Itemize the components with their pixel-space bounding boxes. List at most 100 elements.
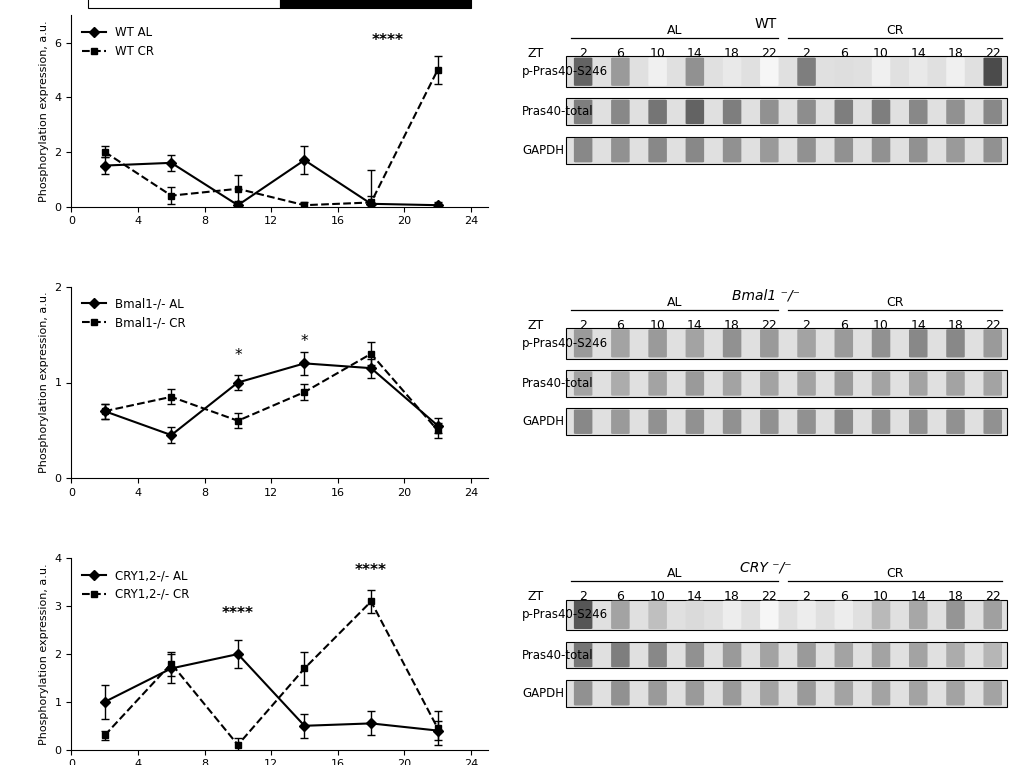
FancyBboxPatch shape [871, 99, 890, 124]
FancyBboxPatch shape [759, 138, 777, 162]
Text: p-Pras40-S246: p-Pras40-S246 [522, 337, 607, 350]
Text: 14: 14 [910, 319, 925, 331]
FancyBboxPatch shape [685, 601, 703, 629]
FancyBboxPatch shape [871, 601, 890, 629]
FancyBboxPatch shape [982, 138, 1001, 162]
FancyBboxPatch shape [982, 57, 1001, 86]
Text: GAPDH: GAPDH [522, 415, 564, 428]
FancyBboxPatch shape [871, 57, 890, 86]
FancyBboxPatch shape [834, 409, 852, 434]
Bar [566, 57, 1007, 87]
Bar [566, 137, 1007, 164]
FancyBboxPatch shape [946, 329, 964, 357]
Bar [566, 328, 1007, 359]
Text: 6: 6 [839, 591, 847, 603]
FancyBboxPatch shape [574, 57, 592, 86]
FancyBboxPatch shape [871, 681, 890, 705]
Bar [566, 680, 1007, 707]
FancyBboxPatch shape [797, 99, 815, 124]
FancyBboxPatch shape [648, 643, 666, 667]
Text: 6: 6 [615, 319, 624, 331]
Text: GAPDH: GAPDH [522, 687, 564, 700]
FancyBboxPatch shape [722, 681, 741, 705]
Legend: WT AL, WT CR: WT AL, WT CR [77, 21, 159, 63]
FancyBboxPatch shape [648, 99, 666, 124]
Text: ****: **** [371, 33, 404, 48]
FancyBboxPatch shape [574, 371, 592, 396]
FancyBboxPatch shape [722, 57, 741, 86]
Y-axis label: Phosphorylation expression, a.u.: Phosphorylation expression, a.u. [39, 563, 49, 745]
FancyBboxPatch shape [574, 99, 592, 124]
Bar [279, 0, 471, 8]
FancyBboxPatch shape [908, 138, 926, 162]
FancyBboxPatch shape [759, 99, 777, 124]
Text: 18: 18 [947, 319, 963, 331]
Text: 10: 10 [872, 47, 889, 60]
FancyBboxPatch shape [685, 99, 703, 124]
FancyBboxPatch shape [946, 99, 964, 124]
Text: GAPDH: GAPDH [522, 144, 564, 157]
Text: Pras40-total: Pras40-total [522, 106, 593, 119]
Text: 6: 6 [839, 47, 847, 60]
Text: 10: 10 [649, 591, 665, 603]
FancyBboxPatch shape [685, 409, 703, 434]
FancyBboxPatch shape [797, 601, 815, 629]
Text: 18: 18 [947, 591, 963, 603]
FancyBboxPatch shape [759, 329, 777, 357]
FancyBboxPatch shape [574, 329, 592, 357]
FancyBboxPatch shape [834, 681, 852, 705]
FancyBboxPatch shape [982, 99, 1001, 124]
FancyBboxPatch shape [610, 371, 629, 396]
Text: Bmal1 ⁻/⁻: Bmal1 ⁻/⁻ [732, 289, 799, 303]
Text: 6: 6 [839, 319, 847, 331]
Text: Pras40-total: Pras40-total [522, 649, 593, 662]
Text: 10: 10 [872, 591, 889, 603]
FancyBboxPatch shape [834, 329, 852, 357]
Text: ZT: ZT [527, 319, 543, 331]
Text: CR: CR [886, 24, 903, 37]
FancyBboxPatch shape [722, 329, 741, 357]
FancyBboxPatch shape [648, 329, 666, 357]
FancyBboxPatch shape [946, 57, 964, 86]
Text: 10: 10 [872, 319, 889, 331]
Text: *: * [301, 334, 308, 349]
FancyBboxPatch shape [685, 371, 703, 396]
Text: 2: 2 [802, 591, 810, 603]
FancyBboxPatch shape [648, 371, 666, 396]
Text: 18: 18 [723, 47, 740, 60]
FancyBboxPatch shape [722, 409, 741, 434]
Text: 22: 22 [984, 47, 1000, 60]
FancyBboxPatch shape [722, 601, 741, 629]
FancyBboxPatch shape [871, 409, 890, 434]
FancyBboxPatch shape [871, 371, 890, 396]
Text: 10: 10 [649, 319, 665, 331]
FancyBboxPatch shape [759, 409, 777, 434]
Text: 14: 14 [687, 47, 702, 60]
FancyBboxPatch shape [946, 371, 964, 396]
FancyBboxPatch shape [722, 99, 741, 124]
Y-axis label: Phosphorylation expression, a.u.: Phosphorylation expression, a.u. [39, 20, 49, 202]
FancyBboxPatch shape [797, 57, 815, 86]
FancyBboxPatch shape [946, 409, 964, 434]
FancyBboxPatch shape [722, 138, 741, 162]
FancyBboxPatch shape [797, 371, 815, 396]
FancyBboxPatch shape [722, 643, 741, 667]
Text: AL: AL [666, 24, 682, 37]
Text: 18: 18 [723, 319, 740, 331]
Bar [566, 642, 1007, 669]
FancyBboxPatch shape [908, 409, 926, 434]
FancyBboxPatch shape [685, 643, 703, 667]
FancyBboxPatch shape [871, 329, 890, 357]
Bar [88, 0, 279, 8]
FancyBboxPatch shape [685, 681, 703, 705]
FancyBboxPatch shape [871, 643, 890, 667]
Text: 2: 2 [579, 591, 587, 603]
Bar [566, 600, 1007, 630]
FancyBboxPatch shape [982, 643, 1001, 667]
Text: *: * [233, 348, 242, 363]
Y-axis label: Phosphorylation expression, a.u.: Phosphorylation expression, a.u. [39, 291, 49, 474]
FancyBboxPatch shape [908, 601, 926, 629]
Text: 22: 22 [761, 319, 776, 331]
FancyBboxPatch shape [759, 601, 777, 629]
FancyBboxPatch shape [610, 681, 629, 705]
